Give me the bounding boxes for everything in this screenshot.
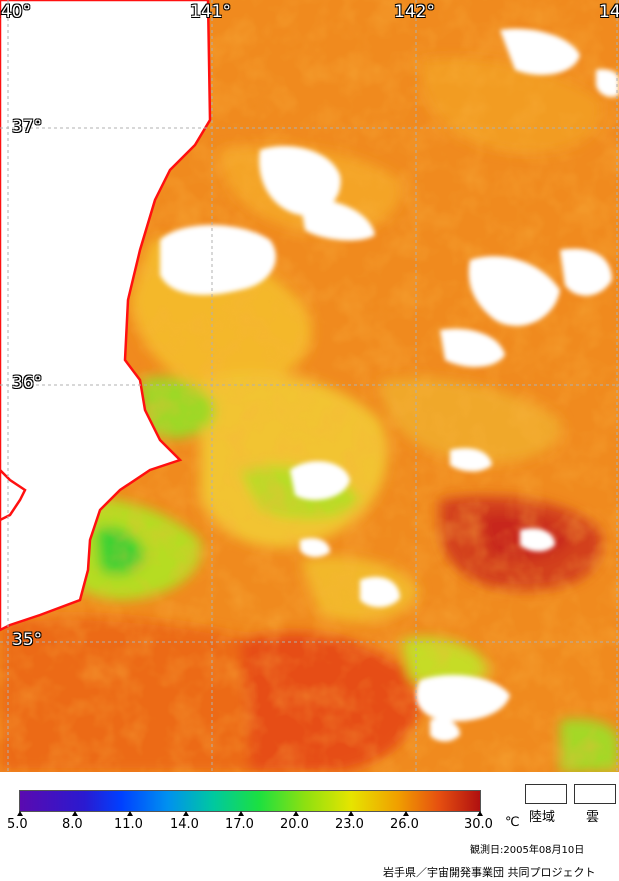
sea-surface-temperature-map [0,0,619,772]
colorbar-tick-label: 8.0 [62,817,83,832]
colorbar-tick-label: 17.0 [225,817,254,832]
longitude-label-140: 140° [0,2,31,22]
land-legend-label: 陸域 [529,810,556,825]
colorbar-tick [127,811,133,816]
cloud-legend-swatch [574,784,616,804]
land-area-small [0,468,27,522]
colorbar-unit: ℃ [505,815,520,830]
colorbar-tick [348,811,354,816]
cloud-areas [160,28,619,742]
observation-date: 観測日:2005年08月10日 [470,845,585,856]
credit-text: 岩手県／宇宙開発事業団 共同プロジェクト [383,866,596,879]
colorbar-tick [17,811,23,816]
longitude-label-143: 14 [599,2,619,22]
colorbar-tick-label: 14.0 [170,817,199,832]
colorbar-tick [183,811,189,816]
colorbar-tick [477,811,483,816]
graticule [0,0,619,772]
colorbar-tick-label: 30.0 [464,817,493,832]
colorbar-tick [238,811,244,816]
cloud-legend-label: 雲 [586,810,600,825]
longitude-label-142: 142° [394,2,435,22]
colorbar-tick-label: 5.0 [7,817,28,832]
colorbar-tick [72,811,78,816]
colorbar-tick-label: 11.0 [114,817,143,832]
land-area [0,0,212,632]
colorbar-tick-label: 20.0 [280,817,309,832]
latitude-label-36: 36° [12,373,43,393]
colorbar-tick-label: 26.0 [390,817,419,832]
latitude-label-37: 37° [12,117,43,137]
latitude-label-35: 35° [12,630,43,650]
temperature-color-bar [19,790,481,812]
land-legend-swatch [525,784,567,804]
longitude-label-141: 141° [190,2,231,22]
colorbar-tick [293,811,299,816]
colorbar-tick-label: 23.0 [335,817,364,832]
colorbar-tick [403,811,409,816]
